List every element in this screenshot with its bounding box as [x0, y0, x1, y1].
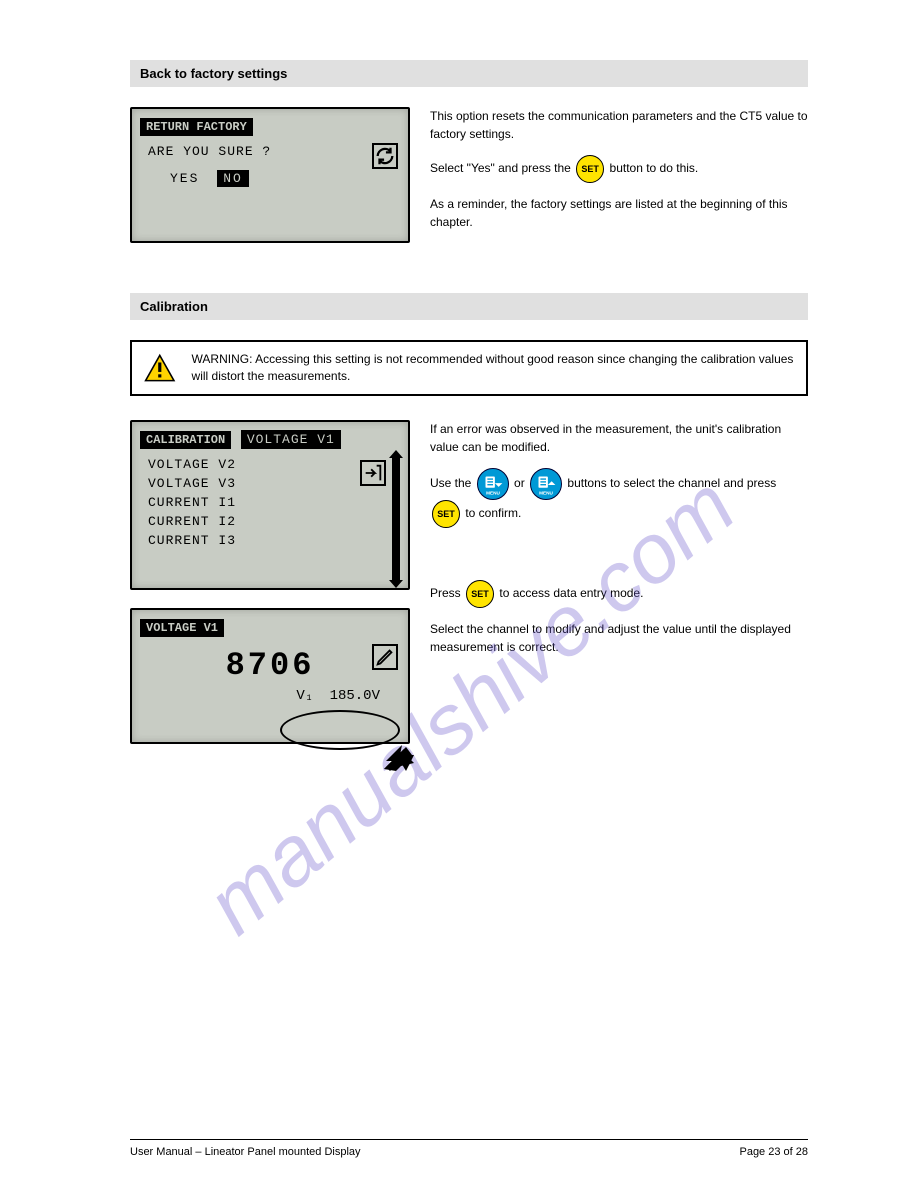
enter-icon: [360, 460, 386, 486]
pencil-icon: [372, 644, 398, 670]
text-cal-p1: If an error was observed in the measurem…: [430, 420, 808, 456]
lcd-question: ARE YOU SURE ?: [140, 142, 400, 161]
lcd-no[interactable]: NO: [217, 170, 249, 187]
warning-icon: [144, 350, 176, 386]
svg-text:MENU: MENU: [486, 490, 500, 495]
text-cal-p3: Press SET to access data entry mode.: [430, 580, 808, 608]
menu-down-button-icon[interactable]: MENU: [477, 468, 509, 500]
svg-text:MENU: MENU: [539, 490, 553, 495]
lcd-return-factory: RETURN FACTORY ARE YOU SURE ? YES NO: [130, 107, 410, 243]
lcd-cal-measured: V₁ 185.0V: [140, 688, 400, 704]
footer-right: Page 23 of 28: [739, 1146, 808, 1158]
set-button-icon[interactable]: SET: [432, 500, 460, 528]
section-header-factory: Back to factory settings: [130, 60, 808, 87]
lcd-item-v1[interactable]: VOLTAGE V1: [241, 430, 341, 449]
lcd-title: CALIBRATION: [140, 431, 231, 449]
text-factory-p2: Select "Yes" and press the SET button to…: [430, 155, 808, 183]
section-header-calibration: Calibration: [130, 293, 808, 320]
set-button-icon[interactable]: SET: [466, 580, 494, 608]
page-footer: User Manual – Lineator Panel mounted Dis…: [130, 1139, 808, 1158]
text-factory-p1: This option resets the communication par…: [430, 107, 808, 143]
set-button-icon[interactable]: SET: [576, 155, 604, 183]
lcd-title: VOLTAGE V1: [140, 619, 224, 637]
lcd-yes[interactable]: YES: [170, 171, 199, 186]
warning-text: WARNING: Accessing this setting is not r…: [192, 351, 794, 385]
lcd-cal-value: 8706: [140, 643, 400, 688]
refresh-icon: [372, 143, 398, 169]
text-cal-p4: Select the channel to modify and adjust …: [430, 620, 808, 656]
text-cal-p2: Use the MENU or MENU buttons to select t…: [430, 468, 808, 528]
lcd-item-i3[interactable]: CURRENT I3: [140, 531, 400, 550]
text-factory-p3: As a reminder, the factory settings are …: [430, 195, 808, 231]
lcd-title: RETURN FACTORY: [140, 118, 253, 136]
lcd-item-i1[interactable]: CURRENT I1: [140, 493, 400, 512]
menu-up-button-icon[interactable]: MENU: [530, 468, 562, 500]
lcd-calibration-menu: CALIBRATION VOLTAGE V1 VOLTAGE V2 VOLTAG…: [130, 420, 410, 590]
arrow-annotation: [378, 733, 418, 778]
scrollbar[interactable]: [392, 458, 400, 580]
warning-box: WARNING: Accessing this setting is not r…: [130, 340, 808, 396]
footer-left: User Manual – Lineator Panel mounted Dis…: [130, 1146, 361, 1158]
lcd-item-i2[interactable]: CURRENT I2: [140, 512, 400, 531]
